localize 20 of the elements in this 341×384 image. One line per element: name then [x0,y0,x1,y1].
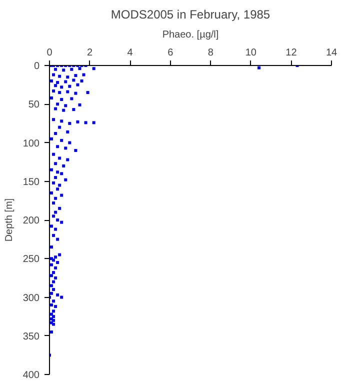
y-axis-title: Depth [m] [4,198,15,242]
y-tick-label: 150 [22,176,40,188]
x-tick-label: 10 [245,48,257,58]
x-tick-label: 4 [127,48,134,58]
x-tick-label: 14 [326,48,338,58]
y-tick-label: 400 [22,370,40,381]
x-tick-label: 8 [208,48,214,58]
y-tick-label: 50 [28,100,40,111]
y-tick-label: 200 [22,216,40,226]
y-tick-label: 300 [22,292,40,304]
x-tick-label: 0 [46,48,53,58]
x-axis-title: Phaeo. [µg/l] [162,30,219,40]
y-tick-label: 250 [22,254,40,266]
y-tick-label: 350 [22,331,40,342]
y-tick-label: 100 [22,138,40,150]
chart-title: MODS2005 in February, 1985 [110,8,270,22]
x-tick-label: 12 [286,48,298,58]
x-tick-label: 6 [168,48,174,58]
x-tick-label: 2 [87,48,94,58]
y-tick-label: 0 [34,61,40,72]
